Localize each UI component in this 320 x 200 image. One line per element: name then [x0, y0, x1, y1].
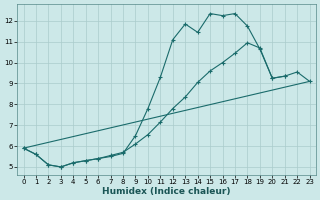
X-axis label: Humidex (Indice chaleur): Humidex (Indice chaleur) [102, 187, 231, 196]
